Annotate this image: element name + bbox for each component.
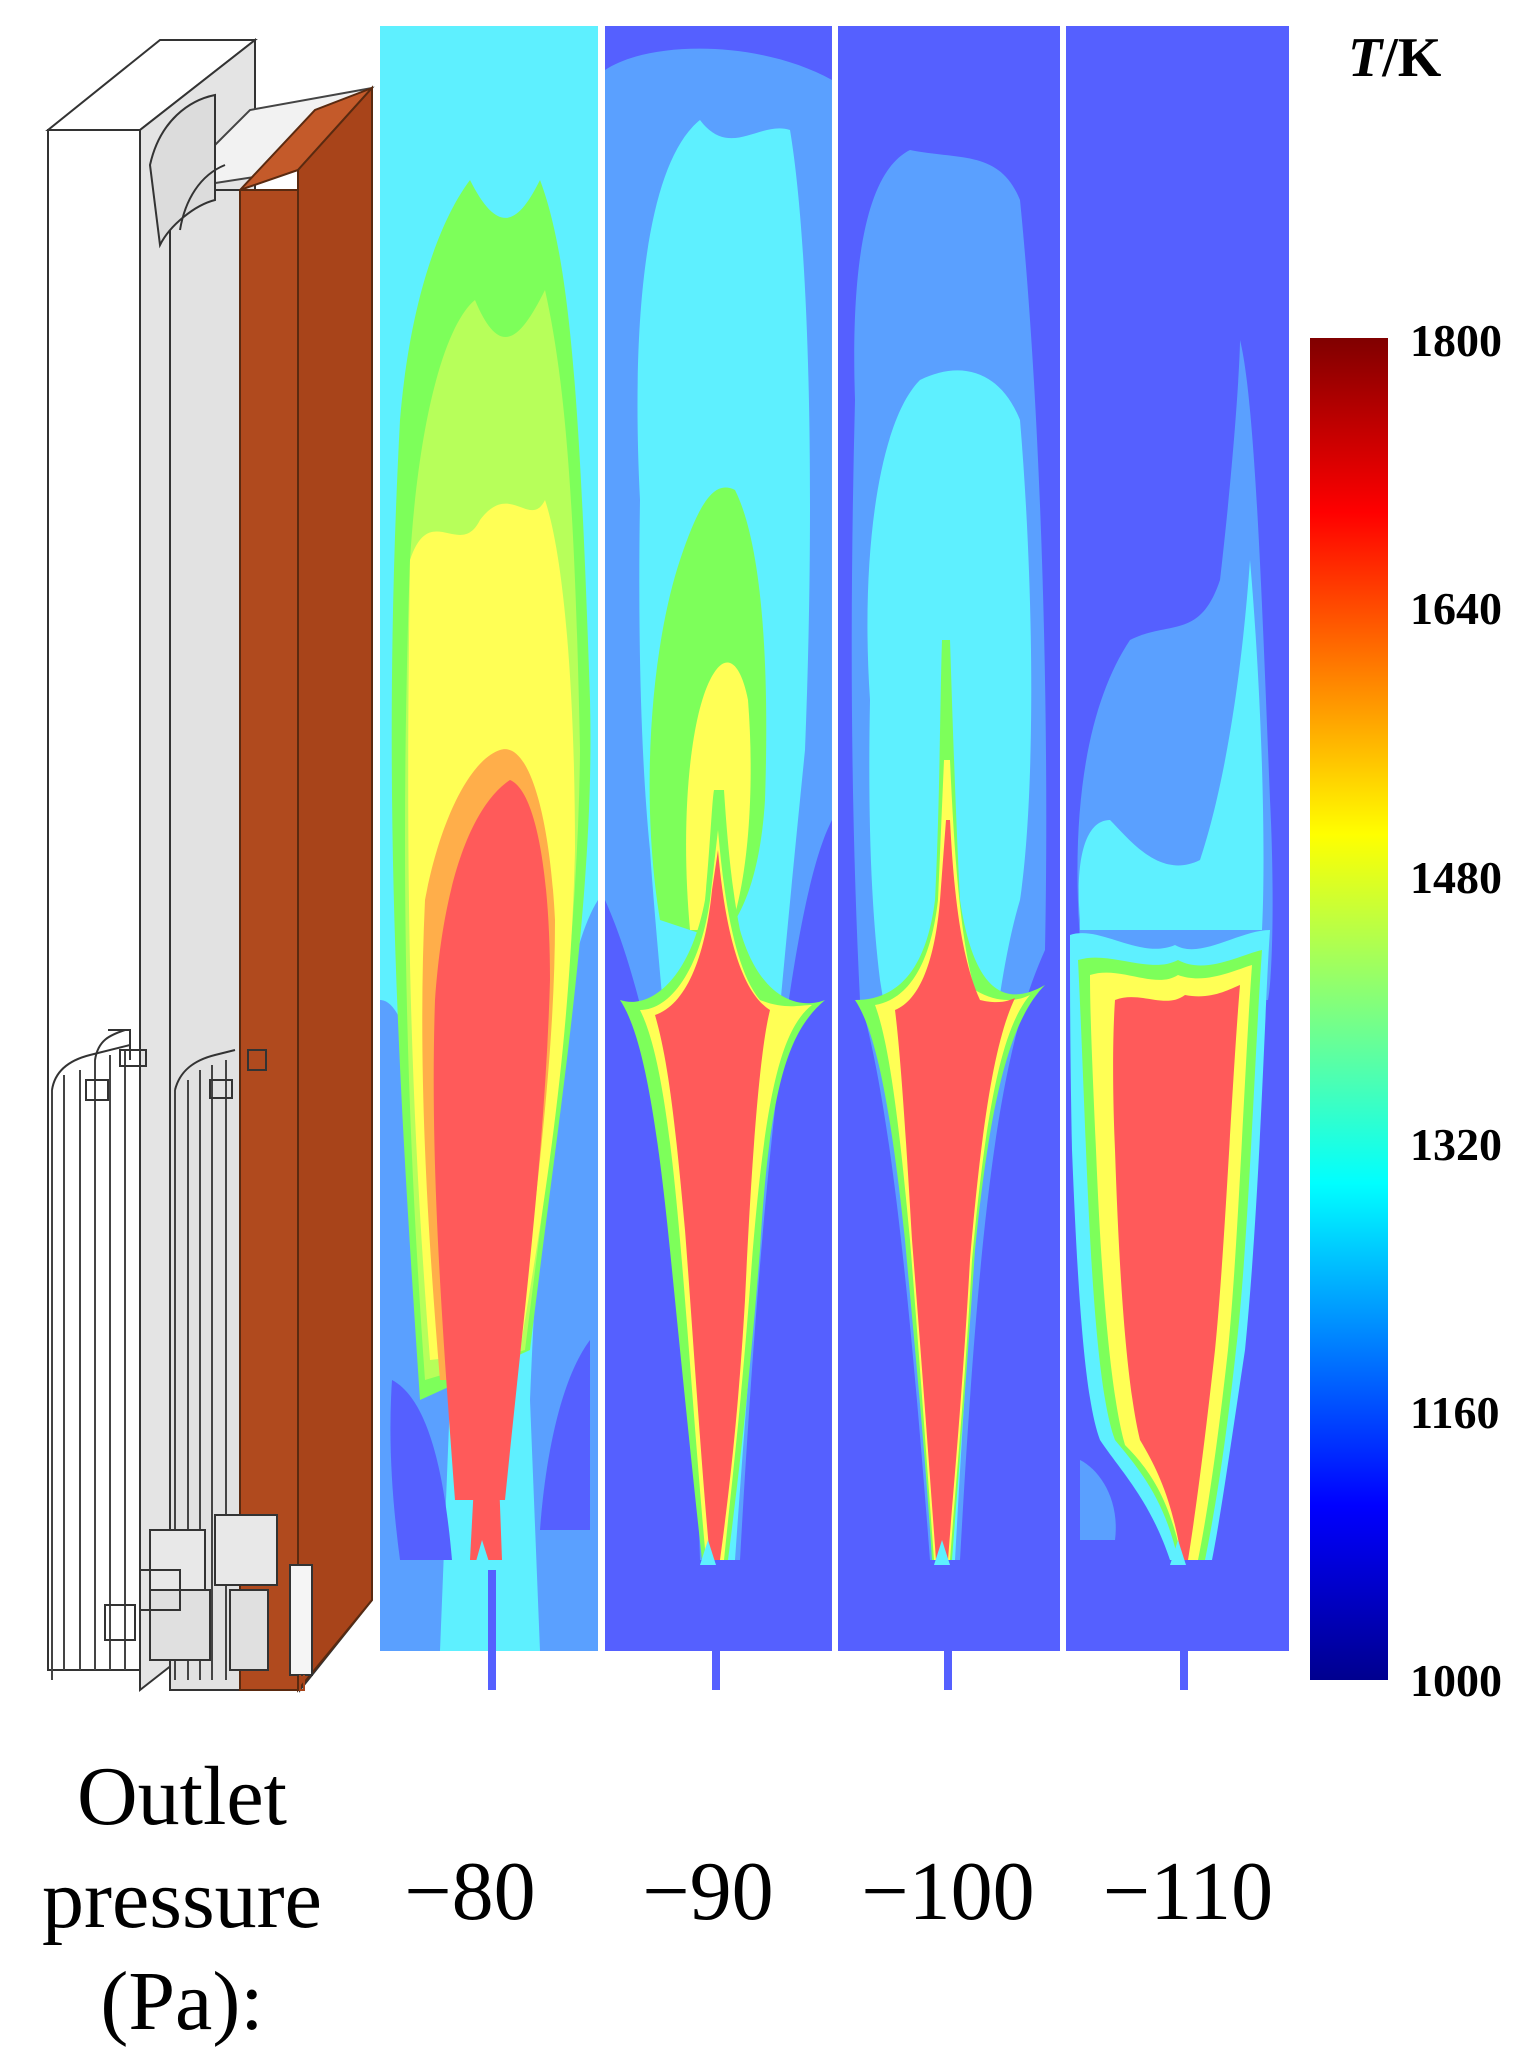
contour-panel-minus-100 — [838, 26, 1060, 1651]
caption-line-unit: (Pa): — [100, 1955, 264, 2048]
case-label-minus-90: −90 — [642, 1845, 774, 1938]
colorbar-unit: K — [1397, 27, 1442, 89]
colorbar-tick: 1320 — [1410, 1119, 1502, 1170]
inlet-pipes — [488, 1570, 1188, 1690]
case-label-minus-80: −80 — [404, 1845, 536, 1938]
colorbar-title: T/K — [1348, 27, 1442, 89]
case-label-minus-110: −110 — [1102, 1845, 1274, 1938]
colorbar-tick: 1800 — [1410, 315, 1502, 366]
colorbar-tick: 1640 — [1410, 583, 1502, 634]
colorbar-tick: 1000 — [1410, 1655, 1502, 1706]
colorbar-tick: 1480 — [1410, 852, 1502, 903]
furnace-geometry-sketch — [45, 37, 375, 1693]
colorbar-tick: 1160 — [1410, 1387, 1500, 1438]
caption-line-pressure: pressure — [42, 1853, 322, 1946]
caption-line-outlet: Outlet — [77, 1750, 287, 1843]
colorbar — [1310, 338, 1388, 1680]
contour-panel-minus-110 — [1066, 26, 1289, 1651]
contour-panel-minus-90 — [605, 26, 832, 1651]
panel-separators — [380, 20, 1290, 1701]
colorbar-symbol: T — [1348, 27, 1383, 89]
contour-panel-minus-80 — [380, 26, 598, 1651]
case-label-minus-100: −100 — [861, 1845, 1035, 1938]
